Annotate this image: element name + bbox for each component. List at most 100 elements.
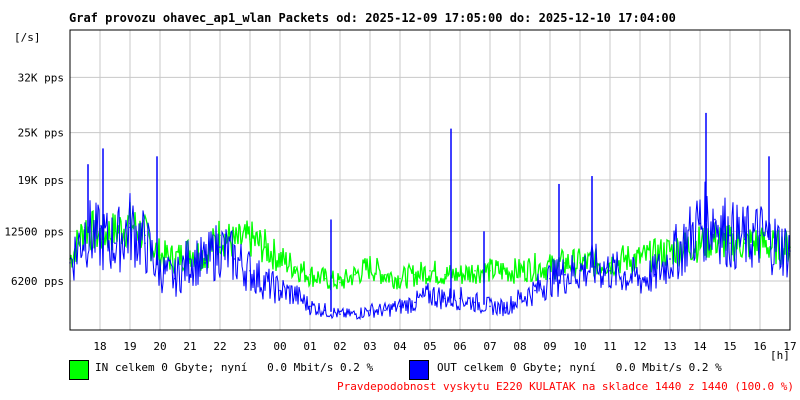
x-tick-label: 09 (543, 340, 556, 353)
data-point-out (414, 301, 416, 304)
y-tick-label: 25K pps (18, 127, 64, 140)
data-point-out (189, 258, 191, 260)
data-point-out (279, 289, 281, 292)
data-point-out (174, 277, 176, 280)
x-tick-label: 06 (453, 340, 466, 353)
data-point-in (624, 258, 626, 260)
data-point-out (264, 281, 266, 284)
x-tick-label: 22 (213, 340, 226, 353)
x-tick-label: 07 (483, 340, 496, 353)
data-point-in (384, 273, 386, 276)
data-point-out (384, 309, 386, 312)
x-tick-label: 15 (723, 340, 736, 353)
data-point-in (474, 269, 476, 272)
data-point-in (324, 277, 326, 280)
x-tick-label: 19 (123, 340, 136, 353)
data-point-in (219, 234, 221, 237)
x-tick-label: 14 (693, 340, 707, 353)
data-point-in (264, 246, 266, 248)
data-point-out (459, 297, 461, 300)
data-point-in (714, 238, 716, 241)
data-point-out (534, 289, 536, 292)
data-point-in (279, 258, 281, 260)
data-point-in (294, 266, 296, 268)
data-point-in (159, 254, 161, 256)
y-axis-unit-label: [/s] (14, 31, 41, 44)
chart-title: Graf provozu ohavec_ap1_wlan Packets od:… (69, 11, 676, 25)
legend-swatch-in (69, 360, 89, 380)
data-point-out (684, 242, 686, 244)
data-point-out (729, 234, 731, 237)
data-point-in (189, 250, 191, 252)
data-point-in (339, 281, 341, 284)
x-tick-label: 18 (93, 340, 106, 353)
data-point-out (744, 238, 746, 241)
data-point-in (609, 262, 611, 264)
data-point-in (639, 258, 641, 260)
data-point-out (699, 222, 701, 225)
plot-border (69, 29, 791, 331)
data-point-in (534, 266, 536, 268)
data-point-out (294, 293, 296, 296)
data-point-in (429, 269, 431, 272)
data-point-in (459, 273, 461, 276)
data-point-in (234, 242, 236, 244)
y-tick-label: 32K pps (18, 71, 64, 84)
x-tick-label: 17 (783, 340, 796, 353)
x-axis-unit-label: [h] (770, 349, 790, 362)
data-point-out (444, 297, 446, 300)
data-point-out (204, 262, 206, 264)
x-tick-label: 01 (303, 340, 316, 353)
data-point-in (489, 269, 491, 272)
data-point-in (579, 262, 581, 264)
data-point-out (624, 273, 626, 276)
y-tick-label: 6200 pps (11, 275, 64, 288)
data-point-out (489, 305, 491, 308)
x-tick-label: 20 (153, 340, 166, 353)
data-point-in (504, 269, 506, 272)
data-point-out (129, 226, 131, 229)
x-tick-label: 00 (273, 340, 286, 353)
data-point-out (564, 273, 566, 276)
x-tick-label: 13 (663, 340, 676, 353)
data-point-in (174, 258, 176, 260)
data-point-out (594, 266, 596, 268)
data-point-out (339, 313, 341, 316)
data-point-out (519, 297, 521, 300)
data-point-out (354, 313, 356, 316)
data-point-in (249, 238, 251, 241)
data-point-out (774, 242, 776, 244)
data-point-in (309, 273, 311, 276)
data-point-out (549, 277, 551, 280)
data-point-out (114, 242, 116, 244)
data-point-in (114, 230, 116, 233)
data-point-in (519, 269, 521, 272)
data-point-out (654, 273, 656, 276)
data-point-out (144, 242, 146, 244)
x-tick-label: 23 (243, 340, 256, 353)
x-tick-label: 02 (333, 340, 346, 353)
data-point-out (234, 258, 236, 260)
data-point-out (324, 309, 326, 312)
y-tick-label: 12500 pps (4, 225, 64, 238)
legend-text-in: IN celkem 0 Gbyte; nyní 0.0 Mbit/s 0.2 % (95, 361, 374, 374)
data-point-in (699, 242, 701, 244)
x-tick-label: 05 (423, 340, 436, 353)
data-point-in (729, 242, 731, 244)
data-point-out (639, 277, 641, 280)
x-tick-label: 21 (183, 340, 196, 353)
x-tick-label: 11 (603, 340, 616, 353)
x-tick-label: 12 (633, 340, 646, 353)
data-point-out (159, 269, 161, 272)
data-point-out (759, 234, 761, 237)
data-point-in (354, 273, 356, 276)
x-tick-label: 10 (573, 340, 586, 353)
data-point-out (249, 269, 251, 272)
data-point-out (714, 218, 716, 221)
series-line-out (69, 181, 791, 321)
data-point-out (369, 309, 371, 312)
data-point-out (84, 230, 86, 233)
data-point-out (504, 307, 506, 309)
